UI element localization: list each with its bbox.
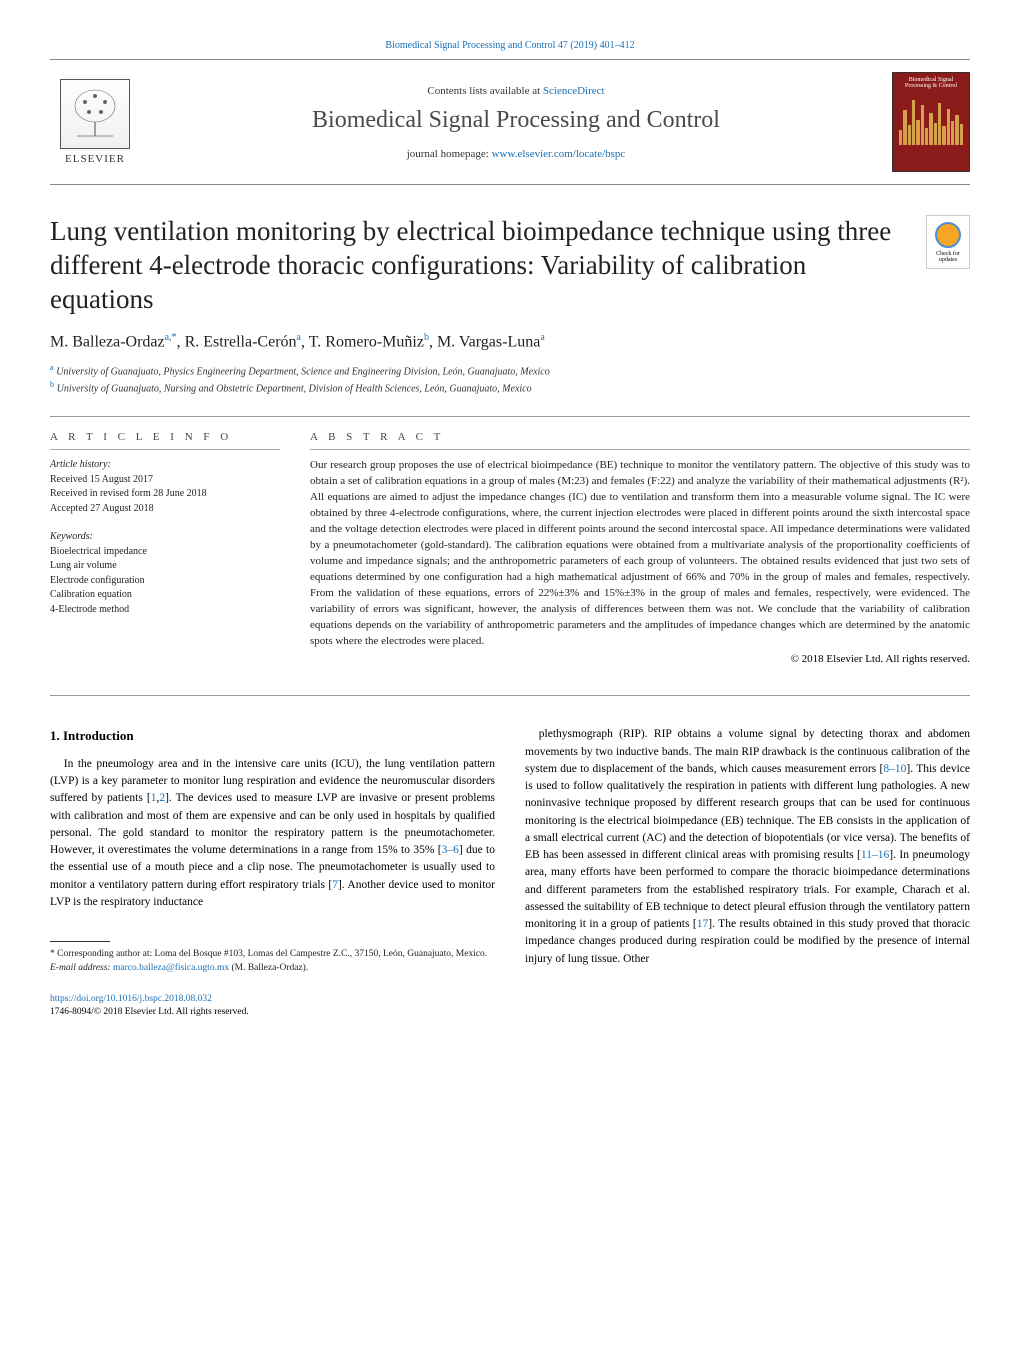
article-info-heading: A R T I C L E I N F O: [50, 431, 280, 443]
history-line: Received in revised form 28 June 2018: [50, 487, 280, 502]
article-title: Lung ventilation monitoring by electrica…: [50, 215, 926, 316]
journal-header: ELSEVIER Contents lists available at Sci…: [50, 59, 970, 185]
journal-cover-thumbnail: Biomedical Signal Processing & Control: [892, 72, 970, 172]
journal-homepage: journal homepage: www.elsevier.com/locat…: [140, 148, 892, 160]
sciencedirect-link[interactable]: ScienceDirect: [543, 85, 605, 97]
affiliations: a University of Guanajuato, Physics Engi…: [50, 362, 970, 397]
affiliation-b: University of Guanajuato, Nursing and Ob…: [57, 383, 532, 394]
footer-identifiers: https://doi.org/10.1016/j.bspc.2018.08.0…: [50, 993, 495, 1020]
authors-line: M. Balleza-Ordaza,*, R. Estrella-Ceróna,…: [50, 332, 970, 351]
column-right: plethysmograph (RIP). RIP obtains a volu…: [525, 726, 970, 1019]
elsevier-tree-icon: [60, 79, 130, 149]
cover-signal-graphic: [899, 95, 963, 145]
intro-paragraph-2: plethysmograph (RIP). RIP obtains a volu…: [525, 726, 970, 968]
journal-citation-link[interactable]: Biomedical Signal Processing and Control…: [50, 40, 970, 51]
abstract-text: Our research group proposes the use of e…: [310, 458, 970, 649]
keyword: Lung air volume: [50, 559, 280, 574]
elsevier-text: ELSEVIER: [65, 153, 125, 165]
abstract-heading: A B S T R A C T: [310, 431, 970, 443]
abstract-column: A B S T R A C T Our research group propo…: [310, 431, 970, 665]
history-line: Received 15 August 2017: [50, 473, 280, 488]
keyword: 4-Electrode method: [50, 603, 280, 618]
body-columns: 1. Introduction In the pneumology area a…: [50, 726, 970, 1019]
corresponding-author-footnote: * Corresponding author at: Loma del Bosq…: [50, 948, 495, 975]
issn-copyright: 1746-8094/© 2018 Elsevier Ltd. All right…: [50, 1007, 249, 1017]
homepage-link[interactable]: www.elsevier.com/locate/bspc: [492, 148, 626, 160]
history-line: Accepted 27 August 2018: [50, 502, 280, 517]
affiliation-a: University of Guanajuato, Physics Engine…: [56, 366, 550, 377]
intro-paragraph-1: In the pneumology area and in the intens…: [50, 756, 495, 911]
keyword: Calibration equation: [50, 588, 280, 603]
elsevier-logo: ELSEVIER: [50, 72, 140, 172]
keyword: Electrode configuration: [50, 574, 280, 589]
check-updates-badge[interactable]: Check for updates: [926, 215, 970, 269]
cover-title: Biomedical Signal Processing & Control: [897, 77, 965, 89]
keyword: Bioelectrical impedance: [50, 545, 280, 560]
copyright-line: © 2018 Elsevier Ltd. All rights reserved…: [310, 653, 970, 665]
keywords-block: Keywords: Bioelectrical impedanceLung ai…: [50, 530, 280, 617]
check-updates-label: Check for updates: [929, 251, 967, 263]
email-link[interactable]: marco.balleza@fisica.ugto.mx: [113, 963, 229, 973]
contents-available: Contents lists available at ScienceDirec…: [140, 85, 892, 97]
article-info-sidebar: A R T I C L E I N F O Article history: R…: [50, 431, 280, 665]
crossmark-icon: [935, 222, 961, 248]
doi-link[interactable]: https://doi.org/10.1016/j.bspc.2018.08.0…: [50, 994, 212, 1004]
section-1-heading: 1. Introduction: [50, 726, 495, 746]
article-history: Article history: Received 15 August 2017…: [50, 458, 280, 516]
journal-name: Biomedical Signal Processing and Control: [140, 107, 892, 134]
column-left: 1. Introduction In the pneumology area a…: [50, 726, 495, 1019]
